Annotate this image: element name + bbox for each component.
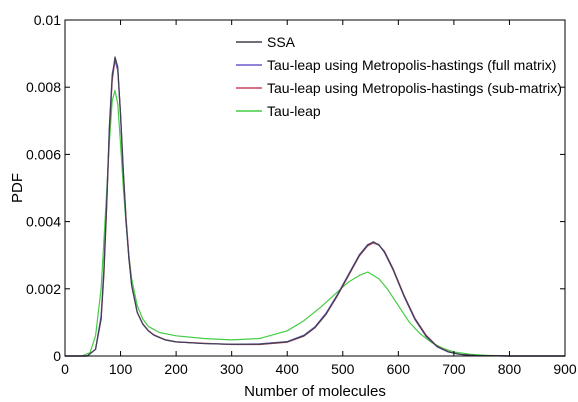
x-tick-label: 600 (387, 361, 411, 377)
legend-label-3: Tau-leap using Metropolis-hastings (sub-… (267, 80, 562, 96)
x-tick-label: 0 (61, 361, 69, 377)
y-axis-label: PDF (9, 173, 26, 203)
legend: SSA Tau-leap using Metropolis-hastings (f… (231, 30, 562, 122)
y-tick-label: 0 (53, 348, 61, 364)
y-tick-label: 0.004 (26, 214, 61, 230)
legend-label-4: Tau-leap (267, 103, 321, 119)
legend-label-2: Tau-leap using Metropolis-hastings (full… (267, 57, 556, 73)
x-tick-label: 800 (498, 361, 522, 377)
series-line-1 (65, 56, 565, 357)
x-tick-label: 500 (331, 361, 355, 377)
x-tick-label: 300 (220, 361, 244, 377)
x-axis-label: Number of molecules (244, 383, 386, 400)
x-tick-label: 700 (442, 361, 466, 377)
y-tick-label: 0.008 (26, 79, 61, 95)
y-tick-label: 0.002 (26, 281, 61, 297)
x-tick-label: 100 (109, 361, 133, 377)
legend-items: SSA Tau-leap using Metropolis-hastings (f… (236, 34, 562, 119)
series-layer (65, 56, 565, 357)
x-tick-label: 900 (553, 361, 577, 377)
legend-label-1: SSA (267, 34, 296, 50)
x-tick-label: 400 (276, 361, 300, 377)
x-axis-ticks: 0 100 200 300 400 500 600 700 800 900 (61, 20, 577, 377)
y-axis-ticks: 0 0.002 0.004 0.006 0.008 0.01 (26, 12, 565, 364)
x-tick-label: 200 (164, 361, 188, 377)
legend-box (231, 30, 559, 122)
y-tick-label: 0.01 (34, 12, 61, 28)
y-tick-label: 0.006 (26, 146, 61, 162)
plot-frame (64, 19, 566, 357)
series-line-4 (65, 89, 565, 357)
